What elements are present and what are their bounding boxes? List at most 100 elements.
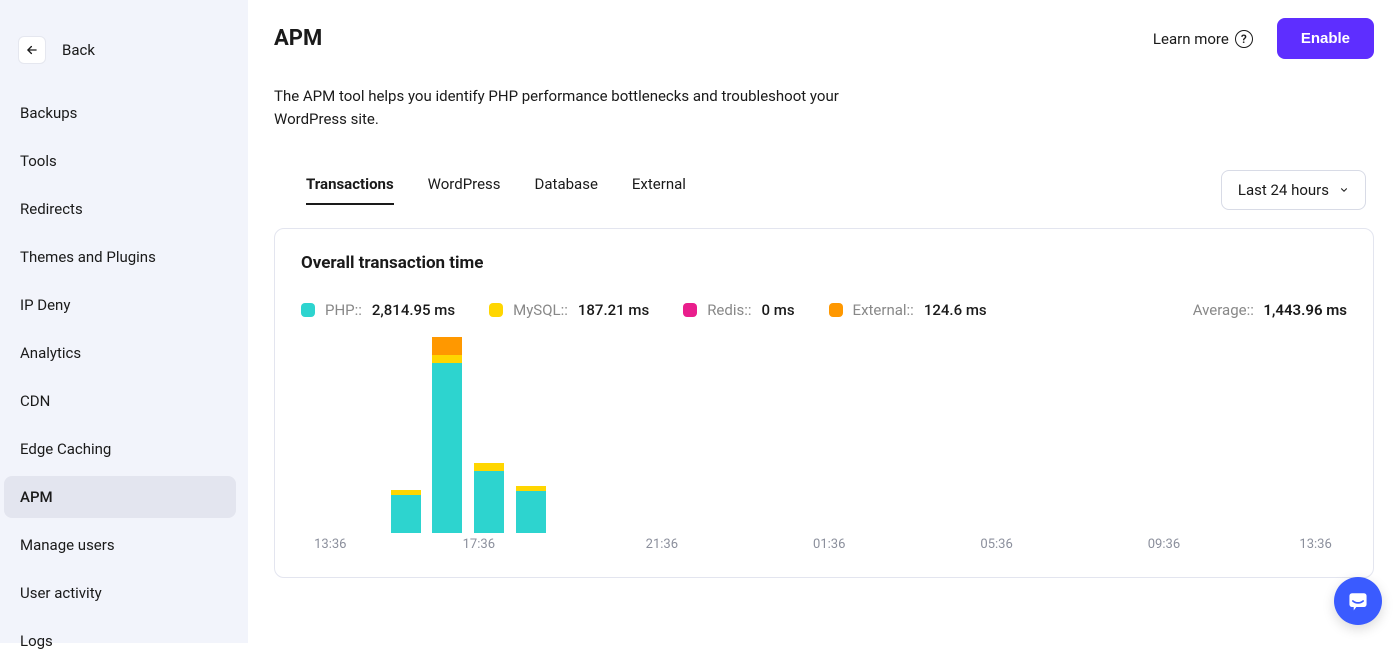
chart-column [1305, 337, 1347, 533]
sidebar-item-manage-users[interactable]: Manage users [4, 524, 236, 566]
chart-segment-external [432, 337, 462, 355]
sidebar-item-ip-deny[interactable]: IP Deny [4, 284, 236, 326]
sidebar-item-edge-caching[interactable]: Edge Caching [4, 428, 236, 470]
tabs-row: Transactions WordPress Database External La… [274, 170, 1374, 210]
chart-column [468, 337, 510, 533]
chart-segment-php [516, 491, 546, 533]
chart-column [552, 337, 594, 533]
legend-label: Redis:: [707, 301, 751, 319]
chart-bar [516, 486, 546, 533]
legend-swatch-mysql [489, 303, 503, 317]
page-header: APM Learn more ? Enable [274, 18, 1374, 59]
legend-swatch-external [829, 303, 843, 317]
back-row: Back [0, 36, 248, 92]
chart-column [971, 337, 1013, 533]
chart-column [301, 337, 343, 533]
chart-column [678, 337, 720, 533]
legend-swatch-php [301, 303, 315, 317]
chart-segment-mysql [474, 463, 504, 471]
chart-column [887, 337, 929, 533]
chart-bar [432, 337, 462, 533]
legend-label: PHP:: [325, 301, 362, 319]
chart-column [761, 337, 803, 533]
back-button[interactable] [18, 36, 46, 64]
legend-value: 0 ms [762, 301, 795, 319]
chart-column [427, 337, 469, 533]
legend: PHP::2,814.95 ms MySQL::187.21 ms Redis::0… [301, 301, 987, 319]
card-title: Overall transaction time [301, 253, 1347, 273]
sidebar-item-cdn[interactable]: CDN [4, 380, 236, 422]
chart-column [1096, 337, 1138, 533]
chart-column [343, 337, 385, 533]
sidebar-item-redirects[interactable]: Redirects [4, 188, 236, 230]
sidebar-item-user-activity[interactable]: User activity [4, 572, 236, 614]
legend-row: PHP::2,814.95 ms MySQL::187.21 ms Redis::0… [301, 301, 1347, 319]
legend-item-redis: Redis::0 ms [683, 301, 794, 319]
main: APM Learn more ? Enable The APM tool hel… [248, 0, 1400, 643]
legend-item-external: External::124.6 ms [829, 301, 987, 319]
chart-column [1222, 337, 1264, 533]
chart-xaxis: 13:3617:3621:3601:3605:3609:3613:36 [301, 537, 1347, 557]
chat-icon [1346, 589, 1370, 613]
tab-wordpress[interactable]: WordPress [428, 175, 501, 205]
page-description: The APM tool helps you identify PHP perf… [274, 85, 874, 130]
tab-external[interactable]: External [632, 175, 686, 205]
chart-column [385, 337, 427, 533]
enable-button[interactable]: Enable [1277, 18, 1374, 59]
header-actions: Learn more ? Enable [1153, 18, 1374, 59]
xtick: 13:36 [1299, 537, 1331, 552]
xtick: 21:36 [646, 537, 678, 552]
sidebar: Back Backups Tools Redirects Themes and Plu… [0, 0, 248, 643]
xtick: 01:36 [813, 537, 845, 552]
chart-plot [301, 337, 1347, 533]
time-range-select[interactable]: Last 24 hours [1221, 170, 1366, 210]
tab-transactions[interactable]: Transactions [306, 175, 394, 205]
sidebar-item-apm[interactable]: APM [4, 476, 236, 518]
chevron-down-icon [1339, 185, 1349, 195]
chart-column [719, 337, 761, 533]
chat-launcher-button[interactable] [1334, 577, 1382, 625]
average-label: Average:: [1193, 301, 1254, 319]
chart-column [845, 337, 887, 533]
sidebar-item-themes-and-plugins[interactable]: Themes and Plugins [4, 236, 236, 278]
chart-column [1138, 337, 1180, 533]
back-label: Back [62, 41, 95, 59]
tab-database[interactable]: Database [535, 175, 598, 205]
xtick: 13:36 [314, 537, 346, 552]
help-icon: ? [1235, 30, 1253, 48]
legend-item-mysql: MySQL::187.21 ms [489, 301, 649, 319]
chart-column [510, 337, 552, 533]
chart: 13:3617:3621:3601:3605:3609:3613:36 [301, 337, 1347, 557]
sidebar-item-tools[interactable]: Tools [4, 140, 236, 182]
legend-value: 124.6 ms [924, 301, 987, 319]
chart-column [929, 337, 971, 533]
chart-column [636, 337, 678, 533]
sidebar-item-backups[interactable]: Backups [4, 92, 236, 134]
chart-column [594, 337, 636, 533]
arrow-left-icon [25, 43, 39, 57]
chart-segment-php [432, 363, 462, 533]
tabs: Transactions WordPress Database External [306, 175, 686, 205]
sidebar-nav: Backups Tools Redirects Themes and Plugins I… [0, 92, 248, 662]
legend-value: 187.21 ms [578, 301, 649, 319]
transaction-time-card: Overall transaction time PHP::2,814.95 m… [274, 228, 1374, 578]
learn-more-label: Learn more [1153, 30, 1229, 48]
chart-column [1054, 337, 1096, 533]
learn-more-link[interactable]: Learn more ? [1153, 30, 1253, 48]
average-block: Average:: 1,443.96 ms [1193, 301, 1347, 319]
legend-label: External:: [853, 301, 914, 319]
chart-segment-php [474, 471, 504, 533]
legend-swatch-redis [683, 303, 697, 317]
chart-bar [391, 490, 421, 533]
xtick: 09:36 [1148, 537, 1180, 552]
time-range-label: Last 24 hours [1238, 181, 1329, 199]
legend-item-php: PHP::2,814.95 ms [301, 301, 455, 319]
chart-column [1180, 337, 1222, 533]
page-title: APM [274, 26, 322, 51]
chart-column [1263, 337, 1305, 533]
xtick: 05:36 [980, 537, 1012, 552]
chart-segment-php [391, 495, 421, 533]
legend-label: MySQL:: [513, 301, 568, 319]
sidebar-item-logs[interactable]: Logs [4, 620, 236, 662]
sidebar-item-analytics[interactable]: Analytics [4, 332, 236, 374]
